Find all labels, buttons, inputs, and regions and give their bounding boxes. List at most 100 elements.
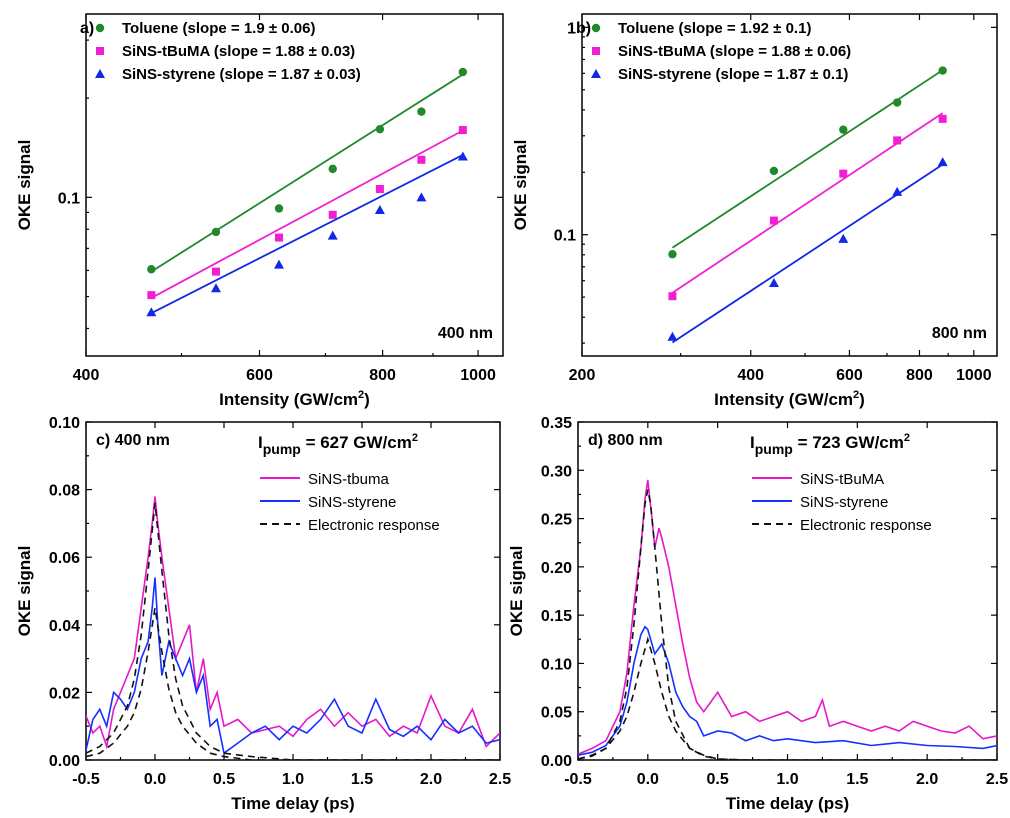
y-tick-label: 0.08 xyxy=(49,483,80,500)
data-point xyxy=(211,227,221,237)
x-tick-label: 1000 xyxy=(460,367,496,384)
panel-label: d) 800 nm xyxy=(588,432,663,449)
y-tick-label: 0.00 xyxy=(49,753,80,770)
data-point xyxy=(768,277,779,287)
series-line xyxy=(578,625,997,756)
y-tick-label: 0.1 xyxy=(554,228,576,245)
fit-line xyxy=(150,129,464,299)
pump-intensity: Ipump = 723 GW/cm2 xyxy=(750,432,910,457)
data-layer xyxy=(146,67,468,317)
y-tick-label: 0.05 xyxy=(541,705,572,722)
x-tick-label: 600 xyxy=(246,367,273,384)
data-layer xyxy=(86,496,500,760)
x-tick-label: 2.5 xyxy=(489,771,511,788)
legend-label: SiNS-tbuma xyxy=(308,471,390,488)
legend-marker xyxy=(96,47,104,55)
chart-panel-3: -0.5 0.0 0.5 1.0 1.5 2.0 2.5 0.00 0.02 0.04 0.06 0.… xyxy=(15,415,511,813)
data-point xyxy=(327,230,338,240)
series-line-secondary xyxy=(578,636,997,760)
legend-marker xyxy=(95,69,105,78)
x-axis-label-close: ) xyxy=(364,390,370,409)
pump-superscript: 2 xyxy=(904,432,910,444)
data-point xyxy=(668,250,677,259)
x-axis-label-sup: 2 xyxy=(358,389,364,401)
y-axis-label: OKE signal xyxy=(15,140,34,231)
y-tick-label: 0.35 xyxy=(541,415,572,432)
data-point xyxy=(374,205,385,215)
data-point xyxy=(210,283,221,293)
y-tick-label: 0.10 xyxy=(49,415,80,432)
series-line xyxy=(578,489,997,760)
x-axis-label-unit: (GW/cm xyxy=(289,390,358,409)
x-tick-label: 400 xyxy=(73,367,100,384)
data-point xyxy=(839,169,848,178)
y-tick-label: 0.10 xyxy=(541,656,572,673)
x-tick-label: 1.5 xyxy=(846,771,868,788)
fit-line xyxy=(671,112,944,294)
legend-marker xyxy=(591,23,601,33)
fit-line xyxy=(150,154,464,315)
data-point xyxy=(938,66,947,75)
panel-label: a) xyxy=(80,20,94,37)
legend-label: Electronic response xyxy=(800,517,932,534)
chart-panel-4: -0.5 0.0 0.5 1.0 1.5 2.0 2.5 0.00 0.05 0.10 0.15 0.… xyxy=(507,415,1008,813)
x-tick-label: 1000 xyxy=(956,367,992,384)
pump-value: = 723 GW/cm xyxy=(793,433,904,452)
x-axis-label: Time delay (ps) xyxy=(726,794,849,813)
legend-marker xyxy=(591,69,601,78)
legend-label: SiNS-styrene (slope = 1.87 ± 0.1) xyxy=(618,66,848,83)
legend-marker xyxy=(592,47,600,55)
data-point xyxy=(147,265,156,274)
x-axis-label-text: Time delay (ps) xyxy=(726,794,849,813)
x-tick-label: 400 xyxy=(737,367,764,384)
legend-label: SiNS-tBuMA (slope = 1.88 ± 0.03) xyxy=(122,43,355,60)
x-axis-label-sup: 2 xyxy=(853,389,859,401)
data-point xyxy=(274,259,285,269)
data-point xyxy=(838,233,849,243)
data-point xyxy=(769,216,778,225)
data-point xyxy=(328,164,337,174)
x-axis-label-close: ) xyxy=(859,390,865,409)
plot-frame xyxy=(85,13,504,357)
fit-line xyxy=(150,73,464,273)
pump-superscript: 2 xyxy=(412,432,418,444)
x-tick-label: 600 xyxy=(836,367,863,384)
legend-label: SiNS-tBuMA (slope = 1.88 ± 0.06) xyxy=(618,43,851,60)
y-tick-label: 1 xyxy=(567,20,576,37)
legend-label: Electronic response xyxy=(308,517,440,534)
data-layer xyxy=(578,479,997,760)
data-point xyxy=(839,125,848,134)
y-axis-label: OKE signal xyxy=(507,546,526,637)
fit-line xyxy=(671,163,944,344)
data-point xyxy=(417,107,426,116)
plot-frame xyxy=(577,421,998,761)
x-tick-label: 800 xyxy=(906,367,933,384)
data-point xyxy=(893,136,902,145)
legend-label: Toluene (slope = 1.9 ± 0.06) xyxy=(122,20,315,37)
legend-label: SiNS-styrene xyxy=(308,494,396,511)
pump-intensity: Ipump = 627 GW/cm2 xyxy=(258,432,418,457)
data-point xyxy=(328,210,337,219)
x-axis-label: Time delay (ps) xyxy=(231,794,354,813)
pump-value: = 627 GW/cm xyxy=(301,433,412,452)
legend-label: SiNS-styrene (slope = 1.87 ± 0.03) xyxy=(122,66,361,83)
x-tick-label: 800 xyxy=(369,367,396,384)
x-axis-label: Intensity (GW/cm2) xyxy=(219,389,370,409)
data-point xyxy=(668,292,677,301)
pump-symbol: I xyxy=(750,433,755,452)
y-tick-label: 0.02 xyxy=(49,685,80,702)
y-axis-label: OKE signal xyxy=(511,140,530,231)
x-tick-label: 0.0 xyxy=(637,771,659,788)
data-point xyxy=(667,331,678,341)
data-point xyxy=(275,233,284,242)
data-point xyxy=(457,151,468,161)
series-line xyxy=(86,503,500,760)
plot-frame xyxy=(581,13,998,357)
y-tick-label: 0.15 xyxy=(541,608,572,625)
y-tick-label: 0.20 xyxy=(541,560,572,577)
series-line xyxy=(86,577,500,755)
series-line-secondary xyxy=(86,607,500,760)
x-tick-label: 2.0 xyxy=(916,771,938,788)
data-point xyxy=(146,307,157,317)
